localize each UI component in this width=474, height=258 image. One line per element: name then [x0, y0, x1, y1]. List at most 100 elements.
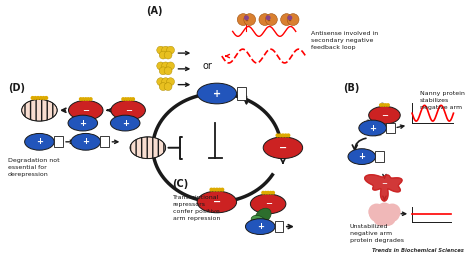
Ellipse shape	[111, 100, 146, 120]
Circle shape	[369, 204, 384, 219]
Circle shape	[384, 206, 399, 221]
Circle shape	[157, 62, 164, 70]
Text: +: +	[369, 124, 376, 133]
Circle shape	[267, 191, 269, 194]
Circle shape	[164, 83, 172, 91]
Text: Unstabilized
negative arm
protein degrades: Unstabilized negative arm protein degrad…	[350, 224, 404, 243]
Circle shape	[377, 203, 392, 218]
Circle shape	[164, 51, 172, 59]
Text: (B): (B)	[343, 83, 359, 93]
Circle shape	[157, 78, 164, 86]
Circle shape	[42, 96, 45, 99]
Circle shape	[244, 14, 255, 26]
Circle shape	[84, 98, 87, 100]
Circle shape	[266, 16, 270, 20]
Circle shape	[380, 210, 395, 225]
Circle shape	[384, 104, 387, 106]
Text: (A): (A)	[146, 6, 163, 16]
Circle shape	[281, 14, 292, 26]
Circle shape	[370, 206, 385, 221]
Circle shape	[284, 134, 287, 137]
Circle shape	[159, 51, 167, 59]
Text: Trends in Biochemical Sciences: Trends in Biochemical Sciences	[373, 248, 465, 253]
Circle shape	[82, 98, 84, 100]
Circle shape	[31, 96, 34, 99]
Text: +: +	[82, 137, 89, 146]
Circle shape	[276, 134, 279, 137]
Circle shape	[157, 46, 164, 54]
Circle shape	[265, 14, 277, 26]
Text: −: −	[381, 111, 388, 120]
FancyBboxPatch shape	[386, 123, 395, 133]
FancyBboxPatch shape	[375, 151, 384, 162]
Circle shape	[377, 206, 392, 221]
Text: +: +	[122, 119, 129, 128]
Circle shape	[385, 204, 400, 219]
Ellipse shape	[263, 137, 302, 159]
Ellipse shape	[359, 120, 386, 136]
Text: or: or	[202, 61, 212, 71]
Circle shape	[162, 78, 170, 86]
Circle shape	[264, 191, 267, 194]
Circle shape	[39, 96, 42, 99]
Circle shape	[162, 62, 170, 70]
Circle shape	[269, 191, 272, 194]
Ellipse shape	[197, 83, 237, 104]
Circle shape	[380, 104, 382, 106]
Ellipse shape	[250, 194, 286, 214]
Circle shape	[166, 78, 174, 86]
Text: −: −	[213, 197, 221, 207]
Circle shape	[213, 188, 216, 191]
Text: −: −	[279, 143, 287, 153]
Ellipse shape	[255, 208, 271, 223]
Circle shape	[129, 98, 132, 100]
Ellipse shape	[369, 106, 400, 124]
Circle shape	[287, 134, 290, 137]
Ellipse shape	[22, 99, 57, 121]
FancyBboxPatch shape	[100, 136, 109, 147]
Circle shape	[90, 98, 92, 100]
Circle shape	[45, 96, 47, 99]
Circle shape	[282, 134, 284, 137]
Ellipse shape	[197, 191, 237, 213]
Circle shape	[287, 14, 299, 26]
Text: +: +	[213, 88, 221, 99]
Text: (C): (C)	[173, 179, 189, 189]
Circle shape	[210, 188, 213, 191]
Text: −: −	[382, 181, 387, 187]
Text: +: +	[79, 119, 86, 128]
Circle shape	[159, 83, 167, 91]
Ellipse shape	[130, 137, 165, 159]
Text: −: −	[264, 199, 272, 208]
Circle shape	[245, 16, 248, 20]
Ellipse shape	[68, 115, 98, 131]
Circle shape	[259, 14, 271, 26]
Ellipse shape	[251, 215, 265, 226]
Text: −: −	[125, 106, 132, 115]
Polygon shape	[365, 175, 402, 201]
Circle shape	[272, 191, 274, 194]
Circle shape	[122, 98, 124, 100]
Text: Nanny protein
stabilizes
negative arm: Nanny protein stabilizes negative arm	[420, 91, 465, 110]
Text: +: +	[358, 152, 365, 161]
Ellipse shape	[25, 133, 54, 150]
Circle shape	[288, 16, 292, 20]
Circle shape	[132, 98, 135, 100]
Circle shape	[382, 104, 384, 106]
Circle shape	[387, 104, 389, 106]
Ellipse shape	[71, 133, 100, 150]
Text: Degradation not
essential for
derepression: Degradation not essential for derepressi…	[8, 158, 60, 176]
Circle shape	[124, 98, 127, 100]
Circle shape	[162, 46, 170, 54]
Circle shape	[127, 98, 129, 100]
Circle shape	[237, 14, 249, 26]
Circle shape	[166, 62, 174, 70]
Text: −: −	[82, 106, 89, 115]
Text: (D): (D)	[8, 83, 25, 93]
Text: Antisense involved in
secondary negative
feedback loop: Antisense involved in secondary negative…	[310, 31, 378, 50]
Circle shape	[164, 67, 172, 75]
Circle shape	[34, 96, 36, 99]
Circle shape	[218, 188, 221, 191]
Circle shape	[279, 134, 282, 137]
Circle shape	[374, 210, 389, 225]
